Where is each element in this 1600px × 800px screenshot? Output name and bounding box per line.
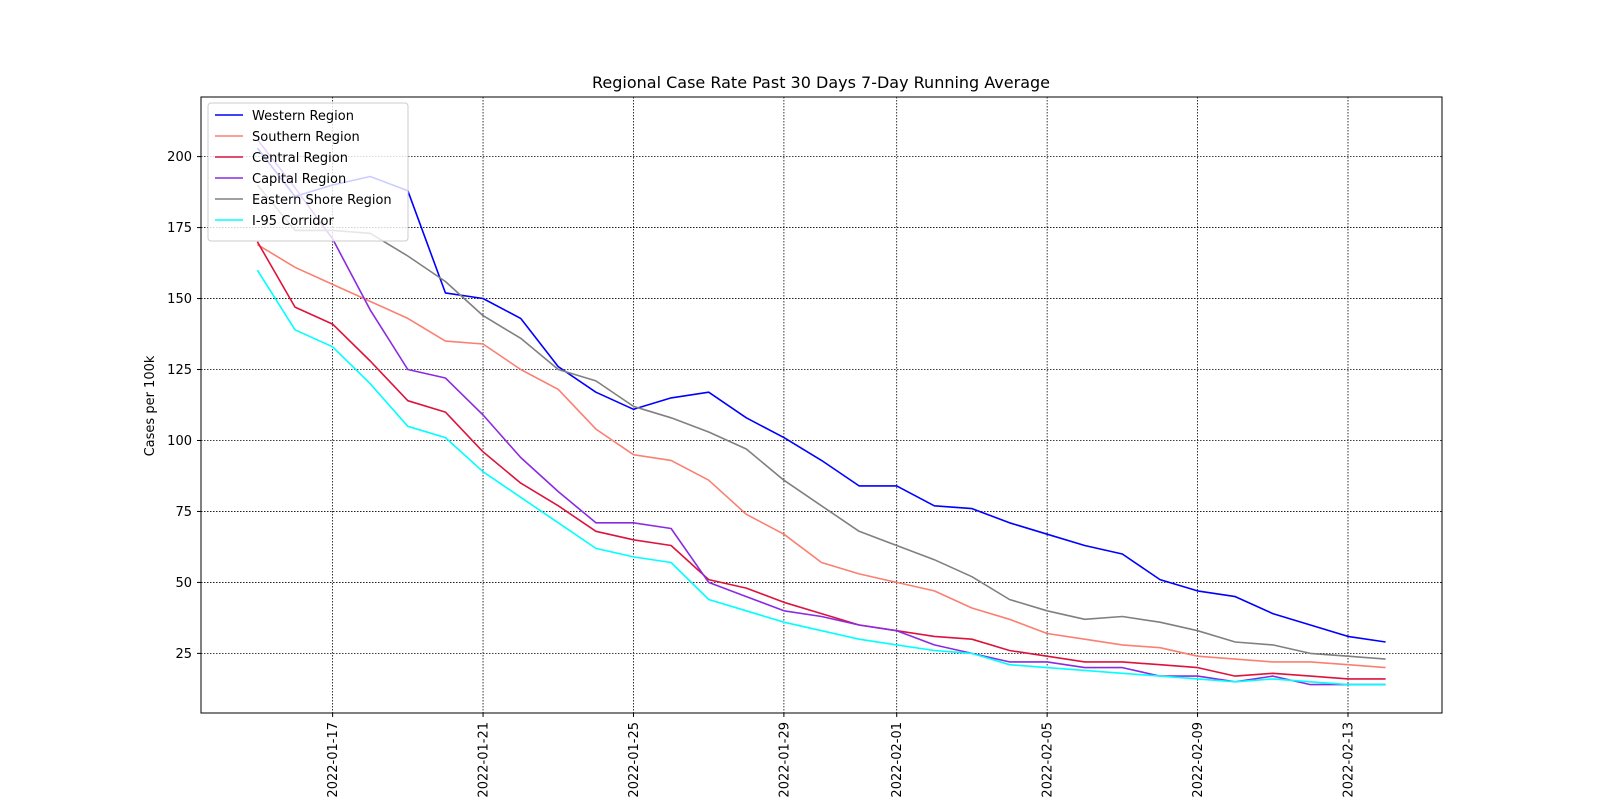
y-tick-label: 175 xyxy=(167,221,192,236)
x-tick-label: 2022-01-29 xyxy=(777,722,792,798)
legend-entry: Eastern Shore Region xyxy=(252,193,392,208)
y-tick-label: 125 xyxy=(167,363,192,378)
y-axis: 25 50 75 100 125 150 175 200 xyxy=(167,150,201,662)
y-tick-label: 150 xyxy=(167,292,192,307)
x-tick-label: 2022-01-17 xyxy=(326,722,341,798)
legend-entry: Central Region xyxy=(252,151,348,166)
series-line xyxy=(256,269,1386,686)
legend-entry: Southern Region xyxy=(252,130,360,145)
series-line xyxy=(256,147,1386,643)
x-tick-label: 2022-02-09 xyxy=(1191,722,1206,798)
y-tick-label: 75 xyxy=(175,505,192,520)
legend-entry: Capital Region xyxy=(252,172,346,187)
series-line xyxy=(256,184,1386,660)
legend-entry: I-95 Corridor xyxy=(252,214,335,229)
legend: Western Region Southern Region Central Reg… xyxy=(207,102,409,242)
y-tick-label: 25 xyxy=(175,647,192,662)
series-line xyxy=(256,243,1386,669)
x-tick-label: 2022-02-01 xyxy=(890,722,905,798)
y-tick-label: 50 xyxy=(175,576,192,591)
legend-box xyxy=(207,102,409,242)
x-tick-label: 2022-01-25 xyxy=(627,722,642,798)
y-tick-label: 200 xyxy=(167,150,192,165)
legend-entry: Western Region xyxy=(252,109,354,124)
series-lines xyxy=(256,139,1386,686)
plot-frame xyxy=(200,96,1443,714)
x-tick-label: 2022-01-21 xyxy=(477,722,492,798)
y-tick-label: 100 xyxy=(167,434,192,449)
x-axis: 2022-01-17 2022-01-21 2022-01-25 2022-01-29… xyxy=(326,713,1356,798)
chart-title: Regional Case Rate Past 30 Days 7-Day Ru… xyxy=(592,73,1050,92)
series-line xyxy=(256,139,1386,686)
y-axis-label: Cases per 100k xyxy=(143,355,158,456)
x-tick-label: 2022-02-13 xyxy=(1341,722,1356,798)
x-tick-label: 2022-02-05 xyxy=(1041,722,1056,798)
series-line xyxy=(256,241,1386,680)
